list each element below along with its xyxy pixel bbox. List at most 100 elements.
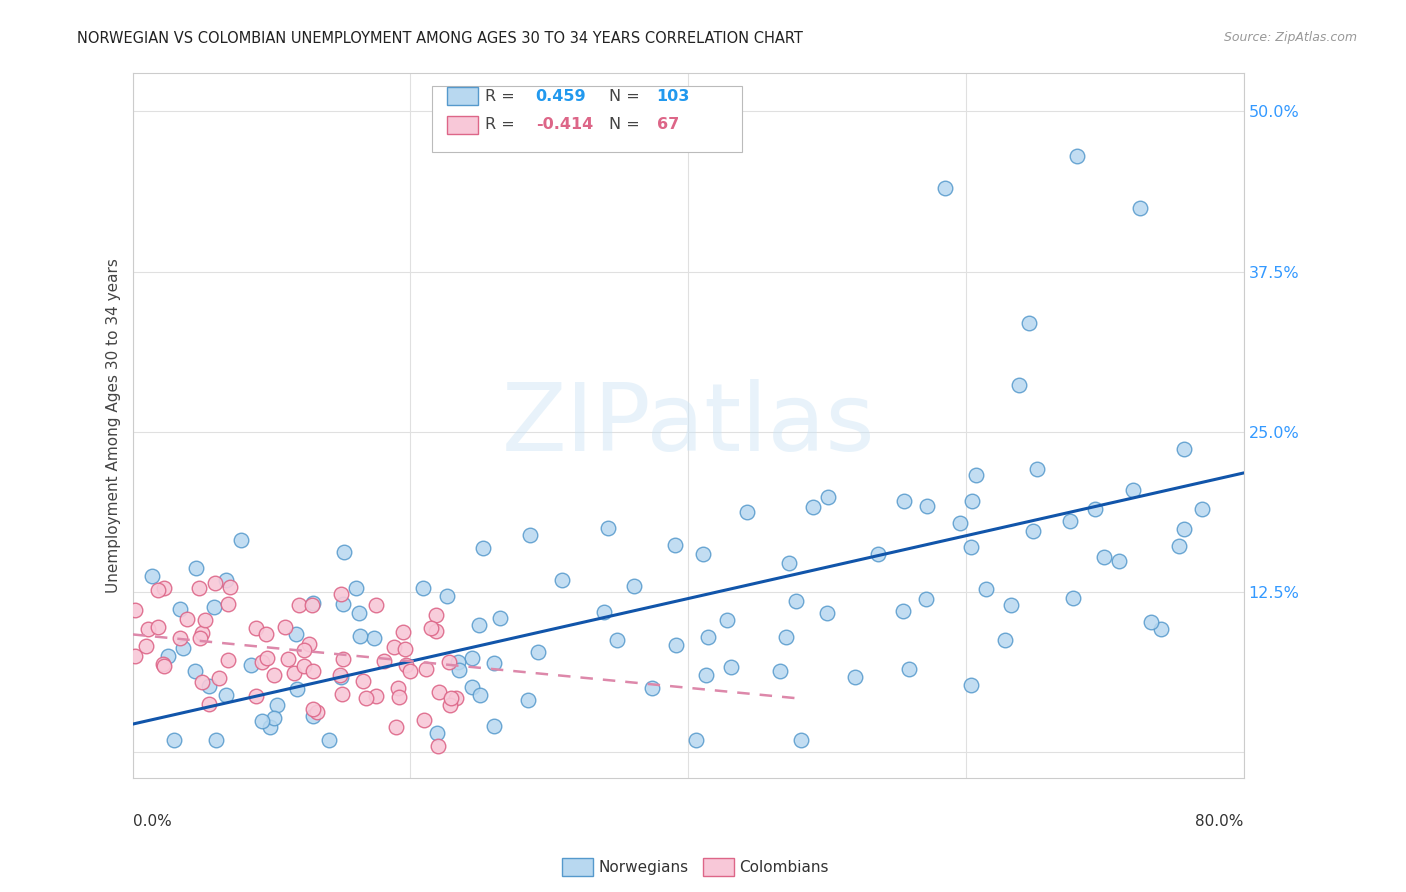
Point — [1150, 622, 1173, 636]
Point — [229, 533, 252, 548]
Point — [273, 620, 295, 634]
Point — [188, 582, 211, 596]
Point — [471, 541, 494, 555]
Point — [440, 691, 463, 706]
Point — [769, 664, 792, 678]
Point — [415, 662, 437, 676]
Point — [330, 687, 353, 701]
Point — [1066, 149, 1088, 163]
Point — [245, 621, 267, 635]
Point — [217, 652, 239, 666]
Point — [288, 598, 311, 612]
Point — [427, 739, 450, 753]
Point — [484, 656, 506, 670]
Point — [1173, 442, 1195, 456]
Point — [778, 556, 800, 570]
Point — [332, 651, 354, 665]
Point — [245, 689, 267, 703]
Point — [447, 655, 470, 669]
Text: R =: R = — [485, 89, 515, 103]
Point — [301, 598, 323, 612]
Point — [188, 631, 211, 645]
Text: -0.414: -0.414 — [536, 118, 593, 132]
Point — [382, 640, 405, 655]
Point — [1018, 316, 1040, 330]
Point — [1025, 462, 1047, 476]
Point — [284, 627, 307, 641]
Point — [394, 642, 416, 657]
Point — [1022, 524, 1045, 538]
Point — [259, 720, 281, 734]
Point — [215, 688, 238, 702]
Point — [468, 688, 491, 702]
Point — [934, 181, 956, 195]
Point — [696, 631, 718, 645]
Point — [664, 537, 686, 551]
Point — [239, 658, 262, 673]
Point — [292, 643, 315, 657]
Point — [815, 607, 838, 621]
Point — [960, 678, 983, 692]
Point — [1168, 539, 1191, 553]
Point — [356, 691, 378, 706]
Point — [254, 627, 277, 641]
Point — [420, 621, 443, 635]
Point — [191, 674, 214, 689]
Point — [1000, 599, 1022, 613]
Point — [307, 705, 329, 719]
Point — [124, 603, 146, 617]
Point — [461, 681, 484, 695]
Point — [373, 654, 395, 668]
Point — [366, 689, 388, 703]
Point — [949, 516, 972, 530]
Point — [551, 573, 574, 587]
Point — [146, 582, 169, 597]
Text: Source: ZipAtlas.com: Source: ZipAtlas.com — [1223, 31, 1357, 45]
Point — [205, 732, 228, 747]
Point — [1191, 502, 1213, 516]
Point — [425, 607, 447, 622]
Point — [898, 663, 921, 677]
Point — [915, 499, 938, 513]
Point — [176, 612, 198, 626]
Point — [302, 702, 325, 716]
Point — [194, 613, 217, 627]
Point — [801, 500, 824, 515]
Point — [665, 638, 688, 652]
Point — [519, 528, 541, 542]
Point — [962, 494, 984, 508]
Point — [298, 637, 321, 651]
Point — [685, 732, 707, 747]
Point — [124, 648, 146, 663]
Point — [285, 681, 308, 696]
Point — [184, 561, 207, 575]
Point — [1059, 514, 1081, 528]
Point — [153, 658, 176, 673]
Point — [444, 690, 467, 705]
Point — [352, 673, 374, 688]
Point — [347, 607, 370, 621]
Point — [202, 600, 225, 615]
Point — [965, 467, 987, 482]
Point — [318, 732, 340, 747]
Point — [527, 645, 550, 659]
Point — [598, 521, 620, 535]
Point — [844, 670, 866, 684]
Point — [1140, 615, 1163, 629]
Point — [695, 667, 717, 681]
Point — [437, 655, 460, 669]
Point — [1129, 201, 1152, 215]
Point — [152, 657, 174, 671]
Point — [720, 659, 742, 673]
Text: Norwegians: Norwegians — [599, 860, 689, 874]
Y-axis label: Unemployment Among Ages 30 to 34 years: Unemployment Among Ages 30 to 34 years — [107, 258, 121, 593]
Point — [148, 620, 170, 634]
Point — [344, 581, 367, 595]
Point — [349, 629, 371, 643]
Point — [775, 630, 797, 644]
Text: N =: N = — [609, 118, 640, 132]
Point — [427, 685, 450, 699]
Point — [461, 650, 484, 665]
Point — [425, 624, 447, 639]
Point — [915, 591, 938, 606]
